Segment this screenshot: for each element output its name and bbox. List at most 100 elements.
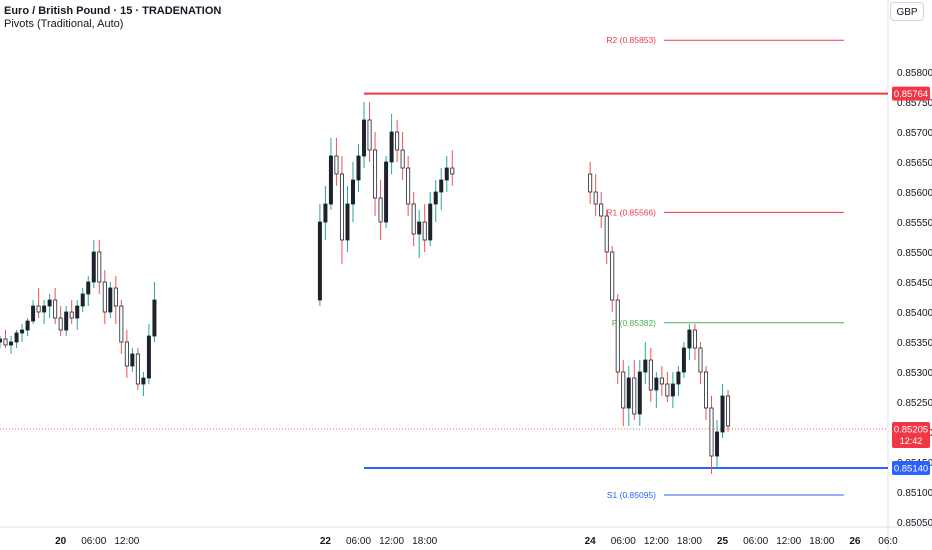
candle-body [69,311,74,319]
candle-body [47,299,52,307]
candle-body [610,251,615,301]
candle-body [36,305,41,313]
time-tick-label: 18:00 [412,536,437,547]
price-tick-label: 0.85550 [897,218,932,229]
last-price-tag-label: 0.85205 [894,425,928,436]
time-tick-label: 25 [717,536,729,547]
candle-body [417,221,422,235]
candle-body [0,338,3,343]
candle-body [130,353,135,367]
candle-body [378,197,383,223]
candle-body [119,305,124,343]
candle-body [726,395,731,427]
currency-button[interactable]: GBP [890,2,924,21]
horizontal-level-tag-label: 0.85140 [894,464,928,475]
price-tick-label: 0.85600 [897,188,932,199]
candle-body [665,383,670,397]
candle-body [659,377,664,385]
candle-body [25,320,30,331]
candle-body [384,161,389,223]
price-tick-label: 0.85650 [897,158,932,169]
candle-body [373,149,378,199]
candle-body [720,395,725,433]
time-axis[interactable]: 20 06:00 12:00 22 06:00 12:00 18:00 24 06:00 12:0… [55,536,898,547]
bar-countdown: 12:42 [900,436,923,446]
pivot-label: R1 (0.85566) [606,207,656,217]
price-tick-label: 0.85750 [897,98,932,109]
symbol-title[interactable]: Euro / British Pound · 15 · TRADENATION [4,5,222,17]
candle-body [108,287,113,313]
time-tick-label: 06:00 [611,536,636,547]
price-tick-label: 0.85250 [897,398,932,409]
pivot-label: S1 (0.85095) [607,490,656,500]
candle-body [687,329,692,349]
price-tick-label: 0.85800 [897,68,932,79]
horizontal-level-tag-label: 0.85764 [894,89,928,100]
candle-body [637,371,642,415]
horizontal-level-tag [892,86,930,101]
candle-body [356,155,361,181]
pivot-label: R2 (0.85853) [606,35,656,45]
time-tick-label: 06:00 [346,536,371,547]
horizontal-level-tag [892,461,930,475]
candle-body [615,299,620,373]
candle-body [328,155,333,205]
time-tick-label: 06:00 [81,536,106,547]
candle-body [433,191,438,205]
candle-body [692,329,697,349]
indicator-legend[interactable]: Pivots (Traditional, Auto) [4,18,124,30]
candle-body [422,221,427,241]
candlestick-series [0,102,731,474]
price-tick-label: 0.85300 [897,368,932,379]
candle-body [428,203,433,241]
candle-body [86,281,91,295]
candle-body [339,173,344,241]
candle-body [9,341,14,346]
candle-body [334,155,339,175]
price-tick-label: 0.85500 [897,248,932,259]
candle-body [350,179,355,205]
candle-body [604,215,609,253]
candle-body [42,305,47,313]
price-axis[interactable]: 0.85800 0.85750 0.85700 0.85650 0.85600 0.855… [897,68,932,529]
price-tick-label: 0.85100 [897,488,932,499]
candle-body [450,167,455,175]
candle-body [621,371,626,409]
pivot-lines: R2 (0.85853) R1 (0.85566) P (0.85382) S1 (0… [0,35,888,500]
candle-body [113,287,118,307]
candle-body [91,251,96,283]
price-tick-label: 0.85400 [897,308,932,319]
candle-body [152,299,157,337]
candle-body [58,317,63,331]
candle-body [626,377,631,409]
candle-body [3,338,8,346]
candle-body [406,167,411,205]
candle-body [681,347,686,373]
candle-body [643,359,648,373]
candle-body [14,332,19,343]
candle-body [135,353,140,385]
last-price-tag [892,422,930,448]
candle-body [593,191,598,205]
candle-body [323,203,328,223]
candle-body [709,407,714,457]
candle-body [102,281,107,313]
candle-body [20,329,25,334]
candle-body [124,341,129,367]
candle-body [703,371,708,409]
candle-body [80,293,85,307]
candle-body [715,431,720,457]
candle-body [439,179,444,193]
candle-body [444,167,449,181]
candle-body [53,299,58,319]
candle-body [632,377,637,415]
candle-body [317,221,322,301]
time-tick-label: 12:00 [776,536,801,547]
time-tick-label: 12:00 [379,536,404,547]
price-tick-label: 0.85700 [897,128,932,139]
candle-body [146,335,151,379]
candle-body [31,305,36,322]
